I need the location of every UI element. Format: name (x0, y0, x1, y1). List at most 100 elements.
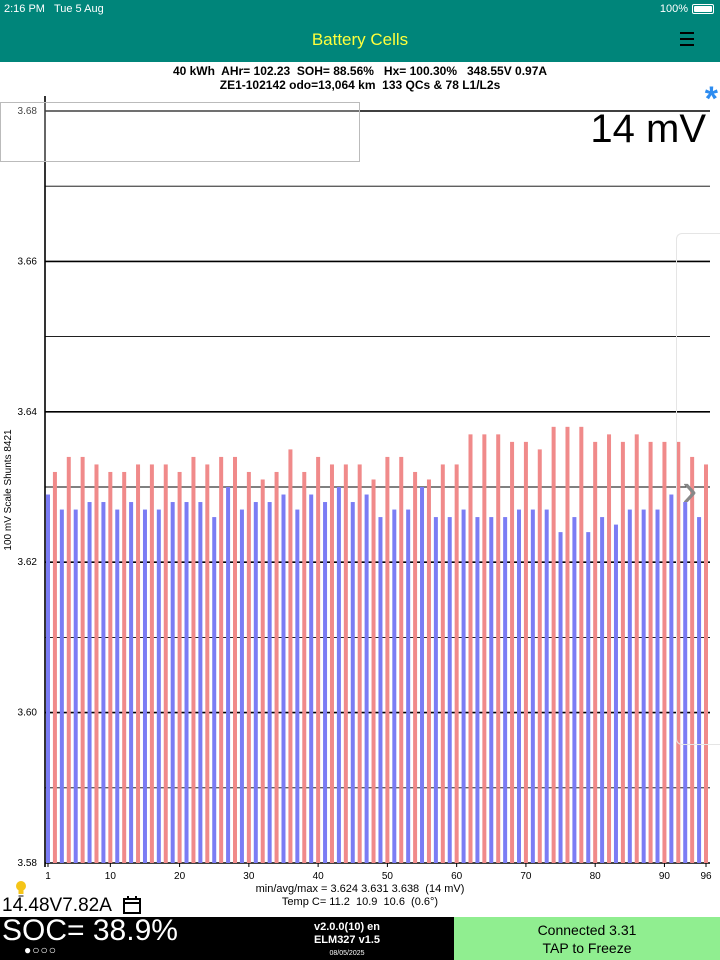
build-date: 08/05/2025 (329, 950, 365, 957)
chevron-right-icon[interactable]: › (682, 463, 698, 515)
bar-cell-11 (115, 509, 120, 863)
bar-cell-70 (523, 441, 528, 863)
y-tick-label: 3.64 (18, 407, 38, 418)
bar-cell-37 (295, 509, 300, 863)
temperature-stats: Temp C= 11.2 10.9 10.6 (0.6°) (281, 896, 439, 908)
y-axis-label: 100 mV Scale Shunts 8421 (3, 429, 14, 551)
bar-cell-91 (669, 494, 674, 863)
x-tick-label: 96 (700, 871, 712, 882)
vehicle-summary: ZE1-102142 odo=13,064 km 133 QCs & 78 L1… (219, 78, 501, 92)
bar-cell-38 (302, 471, 307, 863)
bar-cell-39 (309, 494, 314, 863)
status-bar: 2:16 PM Tue 5 Aug 100% (0, 0, 720, 18)
bar-cell-60 (454, 464, 459, 863)
x-tick-label: 30 (243, 871, 255, 882)
bar-cell-85 (627, 509, 632, 863)
bar-cell-31 (253, 502, 258, 863)
bar-cell-40 (316, 456, 321, 863)
bar-cell-49 (378, 517, 383, 863)
bar-cell-32 (260, 479, 265, 863)
lightbulb-icon[interactable] (14, 880, 28, 900)
zoom-selection-box[interactable] (0, 102, 360, 162)
x-tick-label: 80 (590, 871, 602, 882)
bar-cell-89 (655, 509, 660, 863)
bar-cell-26 (219, 456, 224, 863)
bar-cell-69 (516, 509, 521, 863)
bar-cell-23 (198, 502, 203, 863)
y-tick-label: 3.62 (18, 557, 38, 568)
bar-cell-21 (184, 502, 189, 863)
bar-cell-35 (281, 494, 286, 863)
bar-cell-15 (142, 509, 147, 863)
bar-cell-41 (323, 502, 328, 863)
bar-cell-92 (676, 441, 681, 863)
y-tick-label: 3.60 (18, 708, 38, 719)
bar-cell-50 (385, 456, 390, 863)
bar-cell-12 (122, 471, 127, 863)
hamburger-menu-icon[interactable] (674, 26, 700, 52)
bar-cell-36 (288, 449, 293, 863)
soc-value: SOC= 38.9% (2, 914, 178, 947)
x-tick-label: 10 (105, 871, 117, 882)
battery-icon (692, 4, 714, 14)
bar-cell-30 (246, 471, 251, 863)
bar-cell-90 (662, 441, 667, 863)
page-title: Battery Cells (311, 30, 409, 49)
asterisk-button[interactable]: * (704, 80, 718, 118)
x-tick-label: 20 (174, 871, 186, 882)
bar-cell-96 (704, 464, 708, 863)
bar-cell-25 (212, 517, 217, 863)
bar-cell-95 (697, 517, 702, 863)
bar-cell-28 (233, 456, 238, 863)
calendar-icon[interactable] (122, 895, 142, 915)
status-time: 2:16 PM Tue 5 Aug (4, 3, 104, 15)
bar-cell-83 (613, 524, 618, 863)
bar-cell-66 (496, 434, 501, 863)
bar-cell-77 (572, 517, 577, 863)
bar-cell-62 (468, 434, 473, 863)
y-tick-label: 3.68 (18, 106, 38, 117)
bar-cell-84 (620, 441, 625, 863)
connection-status: Connected 3.31 (537, 922, 637, 938)
bar-cell-75 (558, 532, 563, 863)
bar-cell-43 (336, 487, 341, 863)
side-panel-handle[interactable] (676, 233, 720, 745)
bar-cell-73 (544, 509, 549, 863)
tap-to-freeze-button[interactable]: Connected 3.31 TAP to Freeze (454, 917, 720, 960)
app-version: v2.0.0(10) en (313, 921, 381, 933)
bar-cell-88 (648, 441, 653, 863)
cell-voltage-chart: 3.58 3.60 3.62 3.64 3.66 3.68 100 mV Scale Shu… (3, 96, 712, 882)
bar-cell-55 (420, 487, 425, 863)
bar-cell-71 (530, 509, 535, 863)
bar-cell-54 (413, 471, 418, 863)
aux-voltage-current: 14.48V7.82A (2, 895, 112, 916)
bar-cell-93 (683, 502, 688, 863)
x-tick-label: 70 (520, 871, 532, 882)
bar-cell-82 (607, 434, 612, 863)
bar-cell-29 (239, 509, 244, 863)
bar-cell-8 (94, 464, 99, 863)
bar-cell-33 (267, 502, 272, 863)
bar-cell-10 (108, 471, 113, 863)
bar-cell-59 (447, 517, 452, 863)
bar-cell-52 (399, 456, 404, 863)
x-tick-label: 60 (451, 871, 463, 882)
bar-cell-4 (66, 456, 71, 863)
nav-bar: Battery Cells (0, 18, 720, 62)
bar-cell-80 (593, 441, 598, 863)
bar-cell-46 (357, 464, 362, 863)
bar-cell-68 (510, 441, 515, 863)
x-tick-label: 90 (659, 871, 671, 882)
bar-cell-44 (343, 464, 348, 863)
bar-cell-67 (503, 517, 508, 863)
bar-cell-81 (600, 517, 605, 863)
soc-panel: SOC= 38.9% ●○○○ (0, 914, 240, 960)
bar-cell-65 (489, 517, 494, 863)
voltage-range-label: 14 mV (590, 107, 706, 151)
bar-cell-63 (475, 517, 480, 863)
page-indicator[interactable]: ●○○○ (24, 943, 57, 957)
bar-cell-53 (406, 509, 411, 863)
bar-cell-34 (274, 471, 279, 863)
battery-summary: 40 kWh AHr= 102.23 SOH= 88.56% Hx= 100.3… (172, 64, 548, 78)
x-tick-label: 1 (45, 871, 51, 882)
